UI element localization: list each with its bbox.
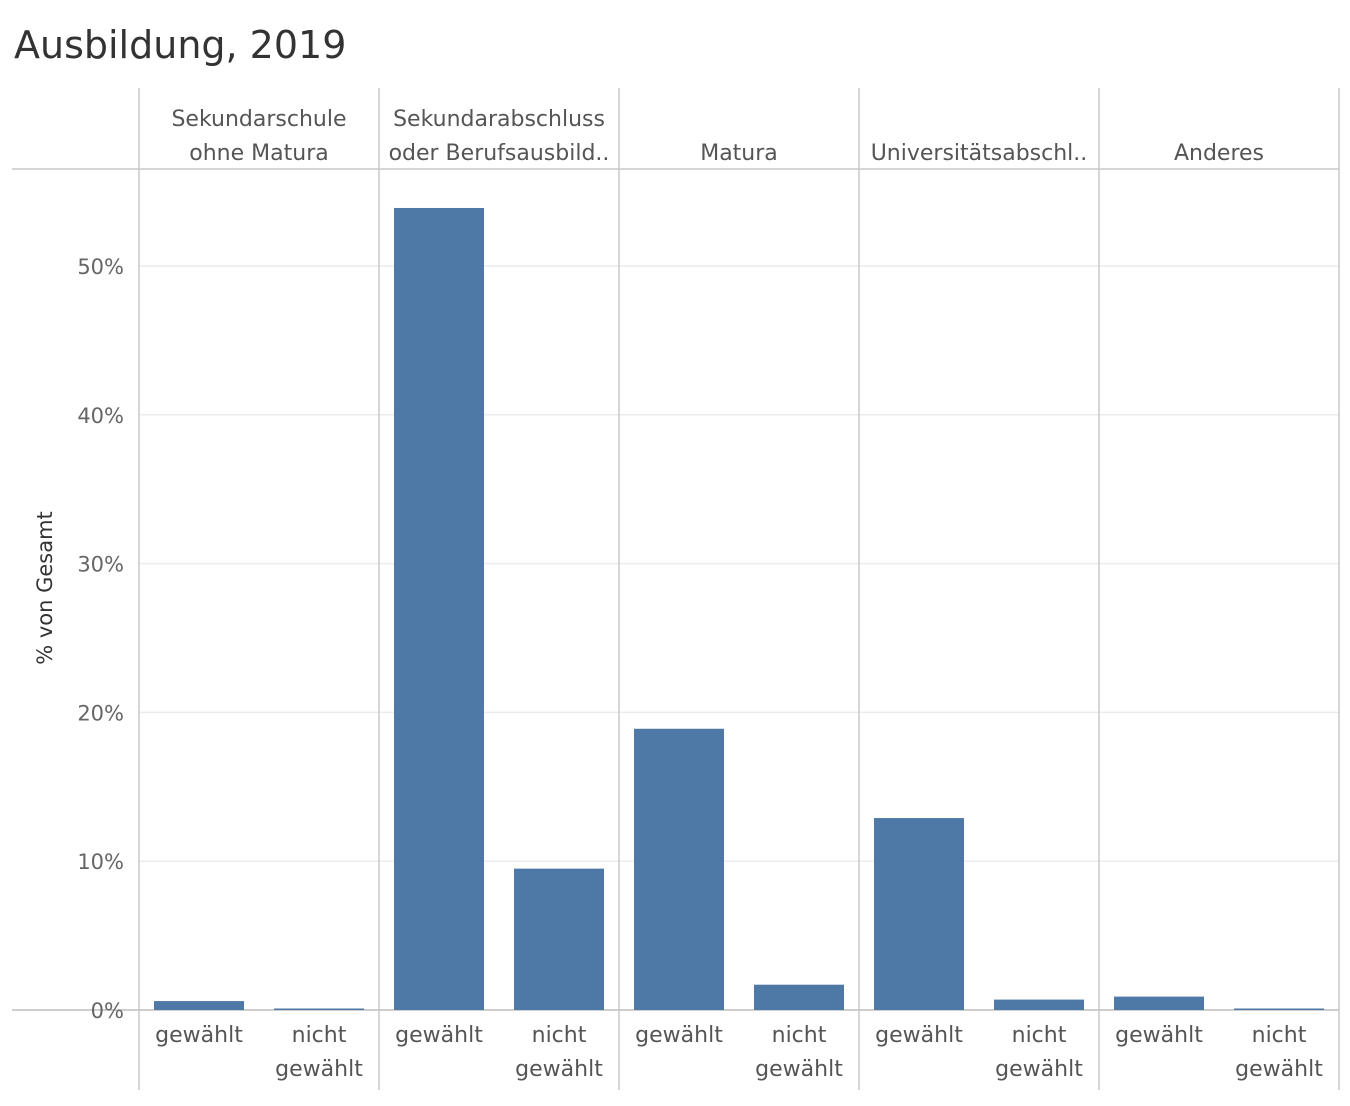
- chart-title: Ausbildung, 2019: [14, 23, 346, 67]
- y-tick-label: 50%: [77, 255, 124, 279]
- x-tick-label: gewählt: [155, 1023, 243, 1048]
- bar: [874, 818, 964, 1010]
- column-header: Sekundarschule ohne Matura: [171, 107, 346, 166]
- x-tick-label: gewählt: [1115, 1023, 1203, 1048]
- x-tick-label: gewählt: [635, 1023, 723, 1048]
- column-header: Matura: [700, 141, 778, 166]
- bar: [1234, 1008, 1324, 1010]
- bar: [1114, 996, 1204, 1010]
- column-headers: Sekundarschule ohne Matura Sekundarabschlu…: [171, 107, 1264, 166]
- x-tick-label: gewählt: [395, 1023, 483, 1048]
- y-tick-label: 0%: [91, 999, 124, 1023]
- bar: [994, 999, 1084, 1010]
- y-tick-label: 30%: [77, 553, 124, 577]
- x-tick-label: nicht gewählt: [515, 1023, 603, 1082]
- y-tick-label: 20%: [77, 701, 124, 725]
- column-header: Sekundarabschluss oder Berufsausbild..: [389, 107, 610, 166]
- x-tick-label: nicht gewählt: [1235, 1023, 1323, 1082]
- y-tick-label: 40%: [77, 404, 124, 428]
- bar: [514, 868, 604, 1010]
- x-tick-label: nicht gewählt: [275, 1023, 363, 1082]
- gridlines: [139, 265, 1339, 862]
- bar: [154, 1001, 244, 1010]
- x-axis-labels: gewählt nicht gewählt gewählt nicht gewählt ge…: [155, 1023, 1323, 1082]
- bar: [274, 1008, 364, 1010]
- y-axis-ticks: 0% 10% 20% 30% 40% 50%: [77, 255, 124, 1023]
- x-tick-label: nicht gewählt: [755, 1023, 843, 1082]
- y-axis-label: % von Gesamt: [33, 511, 57, 665]
- y-tick-label: 10%: [77, 850, 124, 874]
- bar: [754, 984, 844, 1010]
- column-header: Universitätsabschl..: [871, 141, 1088, 166]
- column-header: Anderes: [1174, 141, 1264, 166]
- bar: [634, 728, 724, 1010]
- bars: [154, 207, 1324, 1010]
- x-tick-label: gewählt: [875, 1023, 963, 1048]
- x-tick-label: nicht gewählt: [995, 1023, 1083, 1082]
- bar: [394, 207, 484, 1010]
